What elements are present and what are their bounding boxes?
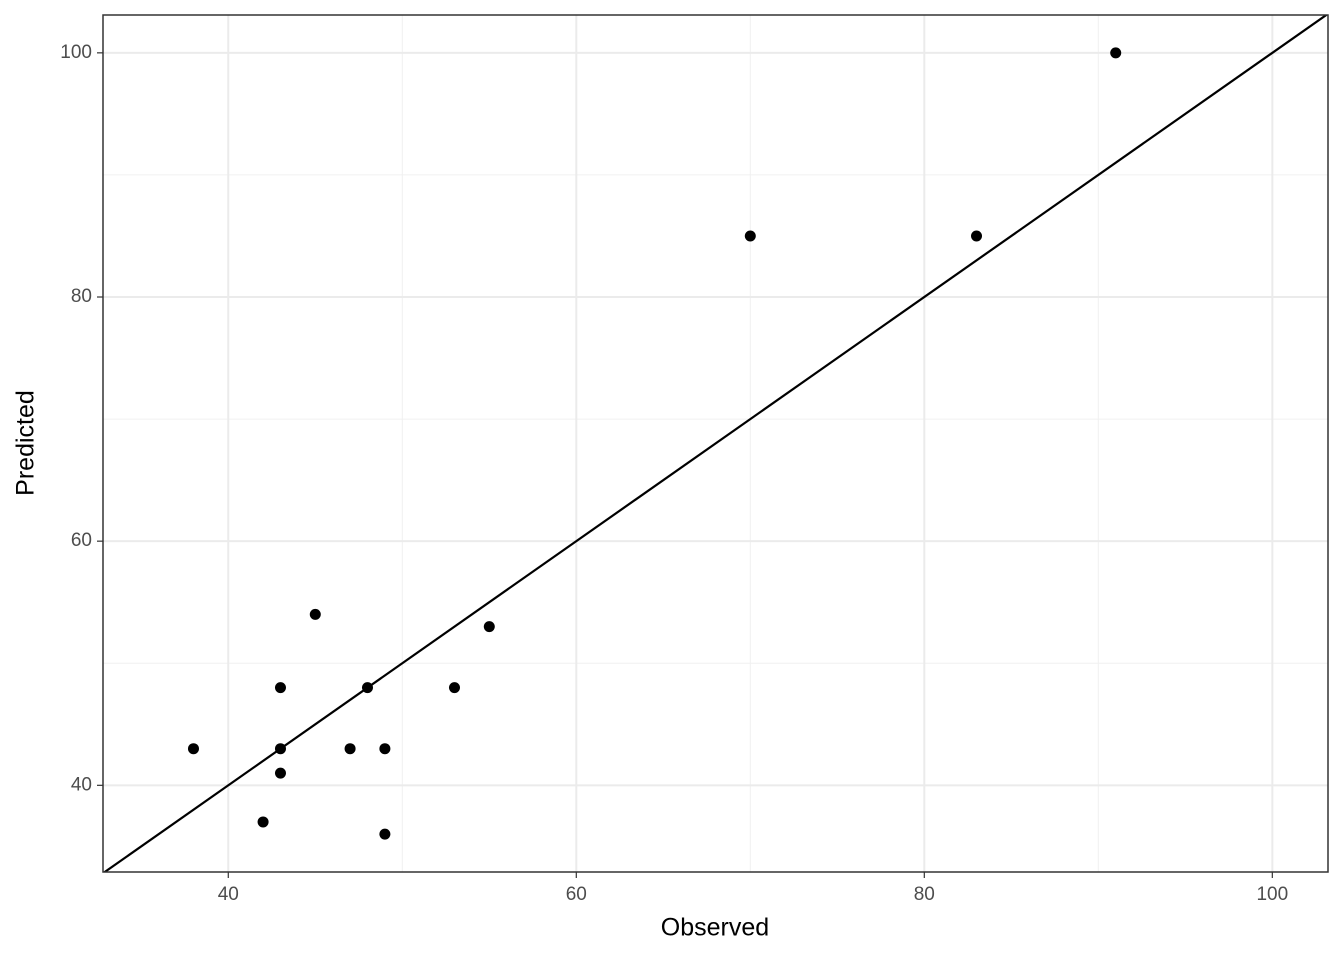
y-tick-label: 60 — [71, 530, 92, 551]
point — [971, 230, 983, 242]
point — [344, 743, 356, 755]
point — [744, 230, 756, 242]
y-axis-title: Predicted — [12, 390, 40, 496]
x-tick-label: 40 — [218, 884, 239, 905]
point — [448, 682, 460, 694]
point — [274, 682, 286, 694]
point — [483, 621, 495, 633]
point — [274, 767, 286, 779]
x-tick-label: 60 — [566, 884, 587, 905]
point — [379, 828, 391, 840]
point — [361, 682, 373, 694]
x-tick-label: 80 — [914, 884, 935, 905]
panel-border — [102, 14, 1329, 873]
point — [257, 816, 269, 828]
y-tick-label: 100 — [60, 42, 92, 63]
point — [379, 743, 391, 755]
point — [274, 743, 286, 755]
x-axis-title: Observed — [661, 914, 769, 942]
point — [1110, 47, 1122, 59]
reference-line — [103, 15, 1328, 872]
point — [187, 743, 199, 755]
y-tick-label: 80 — [71, 286, 92, 307]
y-tick-label: 40 — [71, 774, 92, 795]
x-tick-label: 100 — [1256, 884, 1288, 905]
point — [309, 608, 321, 620]
